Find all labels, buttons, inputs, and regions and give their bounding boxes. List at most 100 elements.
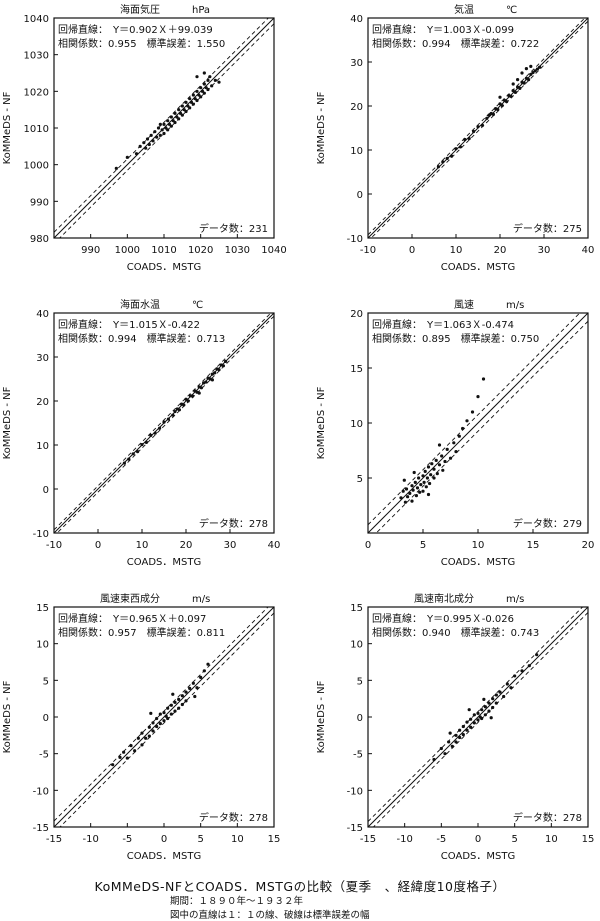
data-point [144,736,148,740]
data-point [476,718,480,722]
data-point [428,481,432,486]
x-axis-label: COADS．MSTG [127,557,201,568]
y-tick-label: 20 [350,102,363,113]
data-point [406,495,410,499]
data-point [402,478,406,482]
data-point [136,736,140,740]
data-point [452,441,456,445]
data-point [173,111,177,115]
data-point [171,413,175,417]
data-point [129,744,133,748]
x-tick-label: 5 [197,834,203,845]
data-point [498,95,502,99]
data-point [454,147,458,151]
data-point [208,75,212,79]
stats-text: 相関係数：0.994 標準誤差：0.713 [58,332,225,345]
data-point [429,473,433,477]
x-tick-label: 20 [582,540,595,551]
data-point [155,135,159,139]
x-tick-label: -5 [122,834,132,845]
data-point [134,152,139,156]
data-point [496,107,500,112]
data-point [221,364,225,368]
data-point [520,669,524,673]
data-point [437,463,442,467]
data-point [171,692,175,696]
data-point [417,476,421,480]
panel-title: 風速東西成分 [100,592,160,605]
x-tick-label: -10 [360,245,376,256]
data-point [413,480,417,484]
data-point [184,109,188,114]
data-point [445,156,449,160]
data-point [202,71,206,75]
data-point [195,686,199,690]
x-axis-label: COADS．MSTG [441,851,515,862]
data-point [511,82,515,86]
data-point [401,489,405,493]
data-point [162,122,166,126]
x-tick-label: 0 [475,834,481,845]
data-point [180,702,184,707]
std-error-line [59,612,275,828]
data-point [414,494,418,498]
data-point [465,720,469,724]
x-tick-label: 1000 [115,245,140,256]
data-point [513,90,518,94]
figure-note: 図中の直線は１：１の線、破線は標準誤差の幅 [170,910,370,921]
data-point [173,709,177,713]
data-point [533,69,537,73]
x-tick-label: 0 [95,540,101,551]
y-tick-label: 30 [350,58,363,69]
data-point [443,752,447,756]
x-tick-label: -5 [436,834,446,845]
data-point [158,426,162,430]
data-point [147,725,151,729]
y-tick-label: 40 [350,14,363,25]
panel-unit: m/s [506,300,524,311]
x-axis-label: COADS．MSTG [127,851,201,862]
panel-unit: m/s [192,594,210,605]
x-tick-label: 10 [545,834,558,845]
panel-title: 風速南北成分 [414,592,474,605]
scatter-panel-3: -10 0 10 20 30 40 -10 0 10 20 30 40 海面水温 ℃ 回帰直線： Y＝1.0… [2,298,280,568]
data-point [412,470,416,475]
data-point [142,141,146,145]
data-point [202,669,206,673]
data-point [202,91,206,95]
data-point [485,116,489,120]
data-point [535,67,540,71]
std-error-line [53,312,272,531]
data-point [482,697,486,702]
data-point [467,136,471,141]
stats-text: 相関係数：0.895 標準誤差：0.750 [372,332,539,345]
data-point [149,433,153,437]
data-point [213,371,217,375]
y-tick-label: 10 [36,640,49,651]
data-point [423,469,427,473]
y-tick-label: 5 [43,676,49,687]
x-tick-label: 15 [527,540,540,551]
x-tick-label: 15 [582,834,595,845]
data-point [440,454,444,458]
y-tick-label: 5 [357,474,363,485]
panel-unit: ℃ [506,5,517,16]
count-text: データ数：275 [513,222,582,235]
x-tick-label: 1010 [151,245,176,256]
data-point [169,712,173,716]
x-tick-label: -10 [396,834,412,845]
data-point [403,500,407,504]
std-error-line [375,320,589,534]
data-point [445,447,449,451]
y-tick-label: 10 [350,146,363,157]
data-point [140,743,144,747]
y-tick-label: 1020 [24,87,49,98]
data-point [131,452,135,456]
data-point [224,359,228,363]
data-point [191,394,195,398]
x-tick-label: 30 [224,540,237,551]
stats-text: 相関係数：0.957 標準誤差：0.811 [58,626,225,639]
count-text: データ数：278 [513,811,582,824]
y-tick-label: -10 [33,529,49,540]
